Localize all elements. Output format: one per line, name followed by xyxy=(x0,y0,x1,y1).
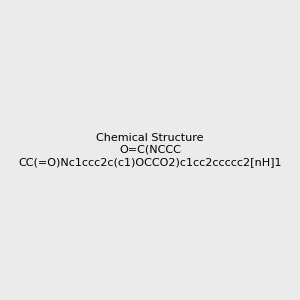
Text: Chemical Structure
O=C(NCCC CC(=O)Nc1ccc2c(c1)OCCO2)c1cc2ccccc2[nH]1: Chemical Structure O=C(NCCC CC(=O)Nc1ccc… xyxy=(18,134,282,166)
